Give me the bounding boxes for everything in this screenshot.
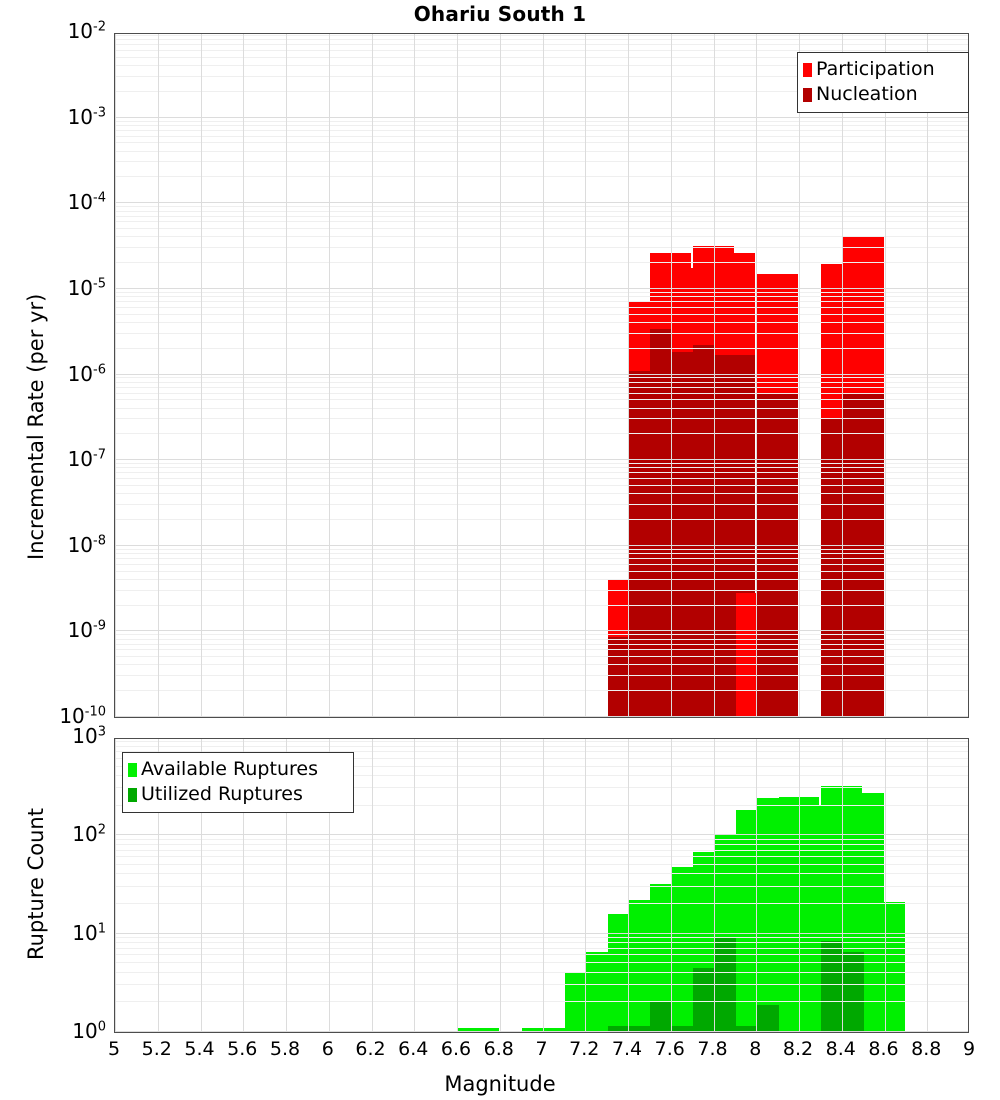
x-tick-label: 5.6: [227, 1038, 258, 1060]
x-tick-label: 7.2: [569, 1038, 600, 1060]
x-tick-label: 7.6: [654, 1038, 685, 1060]
x-tick-label: 7.4: [611, 1038, 643, 1060]
rupture-count-axis-title: Rupture Count: [24, 808, 48, 960]
y-tick-label: 100: [72, 1019, 106, 1043]
legend-label: Participation: [816, 58, 935, 80]
x-tick-label: 6: [321, 1038, 334, 1060]
incremental-rate-plot: [114, 33, 969, 718]
rate-bar: [842, 237, 884, 717]
utilized-segment: [671, 1026, 713, 1032]
x-tick-label: 8.8: [911, 1038, 942, 1060]
legend-item: Utilized Ruptures: [128, 782, 346, 807]
legend-swatch-icon: [803, 87, 812, 102]
magnitude-axis-title: Magnitude: [444, 1072, 556, 1096]
y-tick-label: 10-7: [67, 447, 106, 472]
legend-label: Utilized Ruptures: [141, 783, 303, 805]
incremental-rate-axis-title: Incremental Rate (per yr): [24, 293, 48, 560]
incremental-rate-legend: Participation Nucleation: [797, 52, 969, 113]
y-tick-label: 101: [72, 920, 106, 945]
x-tick-label: 8: [749, 1038, 762, 1060]
x-tick-label: 6.8: [483, 1038, 514, 1060]
x-tick-label: 6.2: [355, 1038, 386, 1060]
rupture-count-bar: [458, 1028, 499, 1032]
legend-swatch-icon: [803, 62, 812, 77]
x-tick-label: 9: [962, 1038, 976, 1060]
y-tick-label: 10-6: [67, 361, 106, 386]
y-tick-label: 10-3: [67, 104, 106, 129]
y-tick-label: 10-10: [59, 704, 106, 728]
y-tick-label: 10-5: [67, 275, 106, 300]
x-tick-label: 7: [535, 1038, 548, 1060]
rupture-count-bar: [543, 1028, 585, 1032]
y-tick-label: 10-4: [67, 190, 106, 215]
legend-item: Participation: [803, 57, 961, 82]
x-tick-label: 5.2: [141, 1038, 172, 1060]
legend-swatch-icon: [128, 762, 137, 777]
rate-bar: [757, 273, 798, 717]
legend-label: Available Ruptures: [141, 758, 318, 780]
x-tick-label: 5.8: [269, 1038, 301, 1060]
utilized-segment: [629, 1026, 670, 1032]
y-tick-label: 10-2: [67, 19, 106, 43]
legend-item: Nucleation: [803, 82, 961, 107]
page-title: Ohariu South 1: [413, 2, 587, 26]
y-tick-label: 10-8: [67, 532, 106, 557]
x-tick-label: 5: [107, 1038, 121, 1060]
nucleation-segment: [842, 393, 884, 717]
x-tick-label: 8.6: [868, 1038, 899, 1060]
legend-item: Available Ruptures: [128, 757, 346, 782]
legend-swatch-icon: [128, 787, 137, 802]
nucleation-segment: [757, 393, 798, 717]
x-tick-label: 5.4: [184, 1038, 215, 1060]
rupture-count-legend: Available Ruptures Utilized Ruptures: [122, 752, 354, 813]
x-tick-label: 8.4: [825, 1038, 856, 1060]
x-tick-label: 6.6: [440, 1038, 472, 1060]
y-tick-label: 10-9: [67, 618, 106, 643]
legend-label: Nucleation: [816, 83, 918, 105]
y-tick-label: 102: [72, 822, 106, 847]
y-tick-label: 103: [72, 724, 106, 748]
x-tick-label: 8.2: [782, 1038, 814, 1060]
x-tick-label: 6.4: [398, 1038, 429, 1060]
x-tick-label: 7.8: [697, 1038, 728, 1060]
